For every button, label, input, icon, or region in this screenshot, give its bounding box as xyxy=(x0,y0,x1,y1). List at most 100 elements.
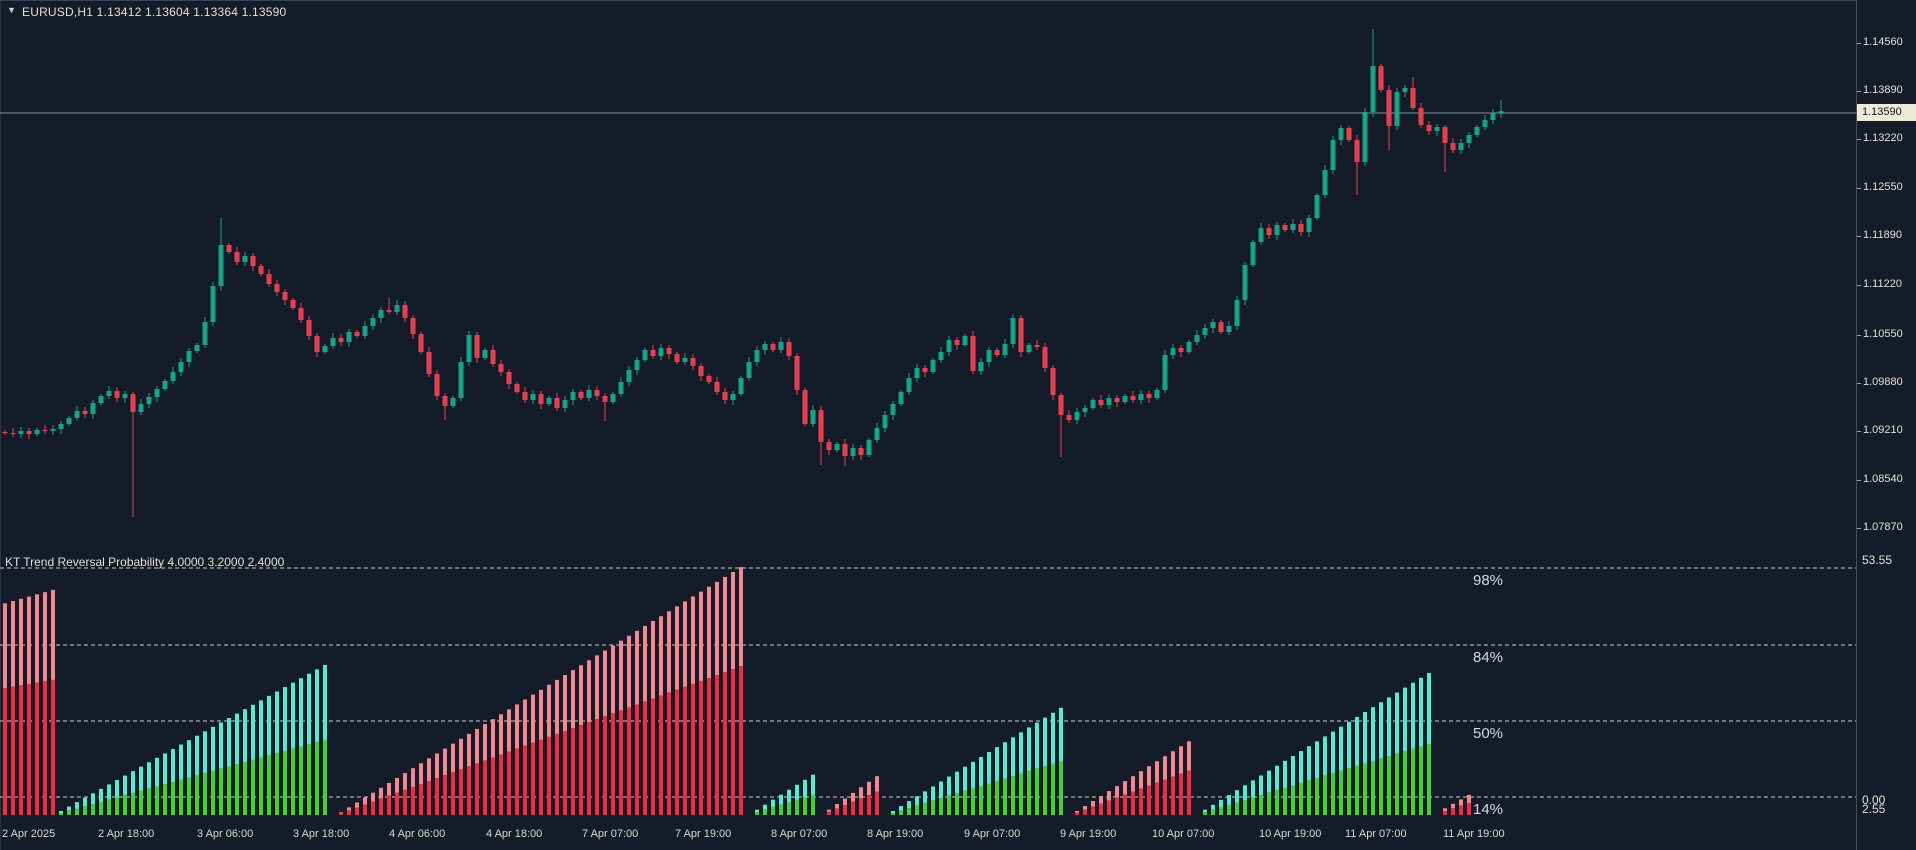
histogram-bar xyxy=(1307,780,1311,815)
price-tick-label: 1.09880 xyxy=(1857,376,1903,388)
candle-body xyxy=(1466,135,1472,143)
histogram-bar xyxy=(163,784,167,815)
candle-body xyxy=(378,310,384,318)
candle-body xyxy=(562,400,568,408)
histogram-bar xyxy=(1291,785,1295,815)
histogram-bar xyxy=(43,681,47,815)
histogram-bar xyxy=(611,713,615,815)
histogram-bar-tip xyxy=(1171,751,1175,777)
candle-body xyxy=(194,345,200,351)
histogram-bar-tip xyxy=(667,611,671,693)
candle-body xyxy=(938,352,944,360)
histogram-bar xyxy=(787,802,791,815)
candle-body xyxy=(1450,143,1456,150)
histogram-bar xyxy=(1235,802,1239,815)
histogram-bar-tip xyxy=(675,606,679,690)
candle-body xyxy=(986,350,992,362)
histogram-bar-tip xyxy=(1179,746,1183,774)
candle-body xyxy=(82,411,88,414)
candle-body xyxy=(1186,342,1192,352)
histogram-bar-tip xyxy=(643,625,647,702)
histogram-bar xyxy=(395,792,399,815)
candle-body xyxy=(138,404,144,412)
time-axis[interactable]: 2 Apr 2025 2 Apr 18:00 3 Apr 06:00 3 Apr 18… xyxy=(0,817,1856,850)
timeline-divider-shadow xyxy=(0,0,1856,1)
histogram-bar xyxy=(699,680,703,815)
candle-body xyxy=(1250,242,1256,265)
histogram-bar xyxy=(155,786,159,815)
histogram-bar-tip xyxy=(627,635,631,708)
candle-body xyxy=(258,266,264,274)
candle-body xyxy=(818,410,824,442)
candle-body xyxy=(298,308,304,320)
candle-body xyxy=(338,338,344,342)
histogram-bar-tip xyxy=(659,616,663,696)
candle-body xyxy=(410,318,416,334)
histogram-bar-tip xyxy=(323,664,327,740)
candle-body xyxy=(554,398,560,408)
histogram-bar-tip xyxy=(259,700,263,758)
indicator-subwindow[interactable] xyxy=(0,544,1856,817)
candle-body xyxy=(946,340,952,352)
histogram-bar-tip xyxy=(99,788,103,802)
candle-body xyxy=(90,403,96,414)
histogram-bar-tip xyxy=(27,596,31,684)
main-price-chart[interactable] xyxy=(0,0,1856,546)
histogram-bar xyxy=(667,692,671,815)
price-axis[interactable]: 1.14560 1.13890 1.13220 1.12550 1.11890 1.112… xyxy=(1856,0,1916,850)
candle-body xyxy=(106,391,112,396)
histogram-bar xyxy=(355,807,359,815)
histogram-bar-tip xyxy=(1411,682,1415,749)
histogram-bar xyxy=(187,777,191,815)
candle-body xyxy=(898,392,904,404)
histogram-bar xyxy=(1011,776,1015,815)
histogram-bar xyxy=(1315,778,1319,815)
symbol-dropdown-icon[interactable]: ▼ xyxy=(7,5,16,15)
candle-body xyxy=(1138,394,1144,400)
histogram-bar-tip xyxy=(1163,756,1167,780)
time-axis-label: 10 Apr 19:00 xyxy=(1259,828,1322,840)
price-tick-label: 1.09210 xyxy=(1857,424,1903,436)
histogram-bar xyxy=(427,781,431,815)
histogram-bar-tip xyxy=(203,731,207,774)
histogram-bar-tip xyxy=(491,719,495,758)
candle-body xyxy=(842,444,848,456)
candle-body xyxy=(1058,395,1064,415)
time-axis-label: 9 Apr 19:00 xyxy=(1060,828,1117,840)
histogram-bar xyxy=(459,769,463,815)
candle-body xyxy=(1122,396,1128,402)
candle-body xyxy=(754,350,760,362)
candle-body xyxy=(1146,394,1152,398)
candle-body xyxy=(1482,120,1488,127)
histogram-bar-tip xyxy=(939,781,943,799)
candle-body xyxy=(626,370,632,382)
candle-body xyxy=(1170,348,1176,355)
histogram-bar xyxy=(923,803,927,815)
candle-body xyxy=(546,398,552,404)
price-tick-label: 1.08540 xyxy=(1857,473,1903,485)
histogram-bar-tip xyxy=(467,733,471,767)
histogram-bar-tip xyxy=(1307,746,1311,781)
histogram-bar xyxy=(1371,761,1375,815)
candle-body xyxy=(1034,345,1040,347)
histogram-bar xyxy=(275,753,279,815)
histogram-bar-tip xyxy=(443,748,447,776)
histogram-bar-tip xyxy=(619,640,623,711)
histogram-bar xyxy=(11,686,15,815)
histogram-bar xyxy=(499,754,503,815)
histogram-bar-tip xyxy=(579,665,583,726)
candle-body xyxy=(666,348,672,354)
candle-body xyxy=(530,394,536,400)
histogram-bar xyxy=(1403,751,1407,815)
histogram-bar xyxy=(91,804,95,815)
histogram-bar xyxy=(1051,763,1055,815)
histogram-bar xyxy=(851,801,855,815)
candle-body xyxy=(362,326,368,336)
histogram-bar xyxy=(115,797,119,815)
histogram-bar xyxy=(315,742,319,815)
histogram-bar-tip xyxy=(715,581,719,676)
chart-title-ohlc: EURUSD,H1 1.13412 1.13604 1.13364 1.1359… xyxy=(22,5,287,19)
histogram-bar-tip xyxy=(11,601,15,687)
histogram-bar-tip xyxy=(1027,727,1031,772)
candle-body xyxy=(1346,128,1352,140)
